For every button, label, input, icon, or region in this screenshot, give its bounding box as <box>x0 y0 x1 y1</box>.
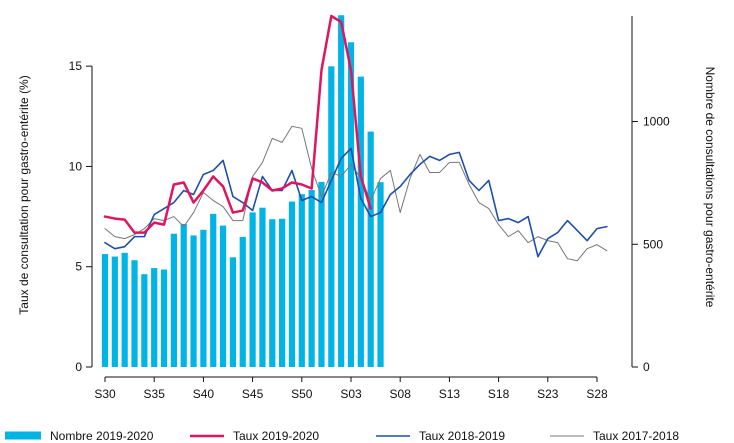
legend-swatch-bar <box>5 431 41 440</box>
x-tick-label: S28 <box>586 387 608 401</box>
x-tick-label: S13 <box>439 387 461 401</box>
bar <box>338 15 345 367</box>
y-tick-label-right: 1000 <box>643 115 670 129</box>
y-axis-left-title: Taux de consultation pour gastro-entérit… <box>17 75 31 314</box>
y-axis-right-title: Nombre de consultations pour gastro-enté… <box>703 67 717 308</box>
bar <box>249 212 256 367</box>
bar <box>318 181 325 367</box>
x-tick-label: S08 <box>390 387 412 401</box>
bar <box>298 194 305 367</box>
bar <box>141 274 148 367</box>
bar <box>170 233 177 367</box>
bar <box>269 219 276 367</box>
bar <box>101 254 109 367</box>
x-tick-label: S35 <box>144 387 166 401</box>
legend-label: Taux 2018-2019 <box>419 429 505 443</box>
y-tick-label-left: 10 <box>69 159 83 173</box>
bar <box>357 76 364 367</box>
bar <box>111 256 118 367</box>
bar <box>121 252 128 367</box>
series-line <box>103 14 372 234</box>
x-tick-label: S45 <box>242 387 264 401</box>
bar <box>160 269 168 367</box>
bar-series <box>101 15 384 367</box>
y-tick-label-left: 5 <box>75 260 82 274</box>
y-tick-label-right: 0 <box>643 360 650 374</box>
x-tick-label: S30 <box>94 387 116 401</box>
bar <box>229 257 237 367</box>
bar <box>377 182 384 367</box>
legend-label: Taux 2017-2018 <box>593 429 679 443</box>
bar <box>328 66 335 367</box>
bar <box>259 207 266 367</box>
x-tick-label: S23 <box>537 387 559 401</box>
bar <box>288 201 296 367</box>
x-tick-label: S18 <box>488 387 510 401</box>
bar <box>210 213 217 367</box>
bar <box>239 236 246 367</box>
bar <box>219 225 227 367</box>
line-series <box>103 14 608 262</box>
bar <box>347 42 355 367</box>
x-tick-label: S50 <box>291 387 313 401</box>
bar <box>180 223 187 367</box>
x-tick-label: S03 <box>340 387 362 401</box>
y-tick-label-left: 0 <box>75 360 82 374</box>
legend-label: Nombre 2019-2020 <box>50 429 154 443</box>
bar <box>151 268 158 367</box>
bar <box>279 218 286 367</box>
bar <box>367 131 374 367</box>
bar <box>131 260 138 367</box>
axes: 0 5 10 15 0 500 1000 S30 S35 S40 S45 S50 S03 S08 S13 S1… <box>17 16 717 401</box>
y-tick-label-right: 500 <box>643 237 663 251</box>
y-tick-label-left: 15 <box>69 59 83 73</box>
bar <box>308 190 315 367</box>
legend-label: Taux 2019-2020 <box>233 429 319 443</box>
bar <box>200 229 207 367</box>
legend: Nombre 2019-2020 Taux 2019-2020 Taux 2018-… <box>5 429 679 443</box>
x-tick-label: S40 <box>193 387 215 401</box>
bar <box>190 235 197 367</box>
